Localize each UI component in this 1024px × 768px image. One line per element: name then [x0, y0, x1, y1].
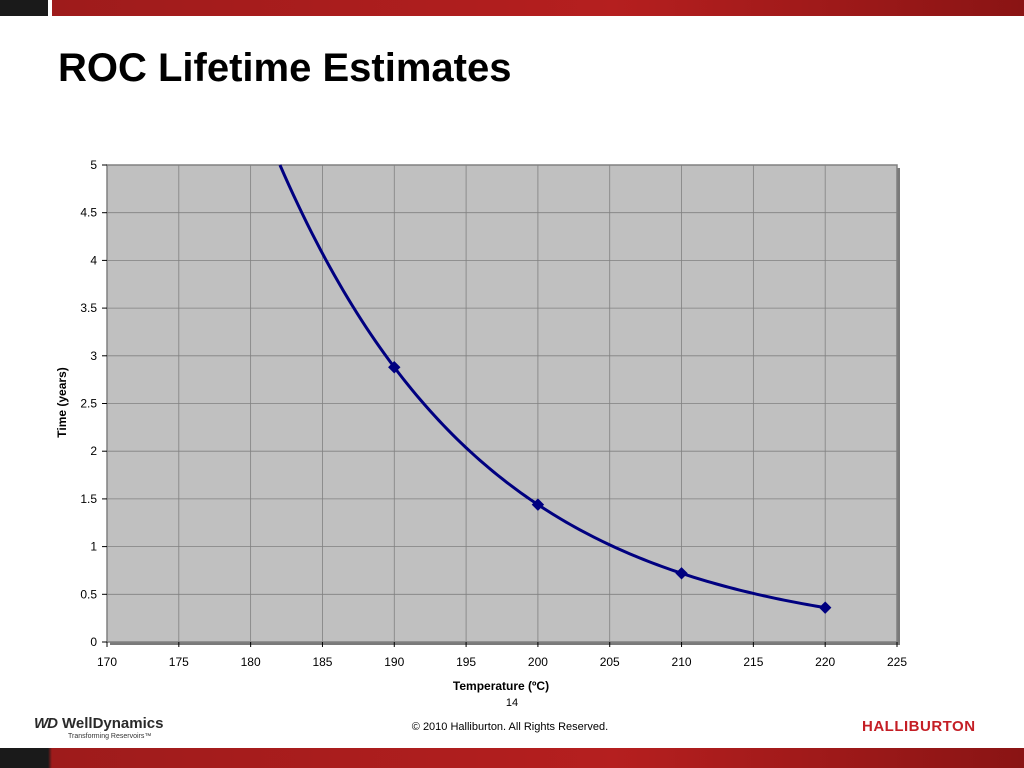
x-tick-label: 180: [241, 655, 261, 669]
welldynamics-mark-icon: WD: [34, 715, 58, 732]
welldynamics-logo: WD WellDynamics Transforming Reservoirs™: [34, 714, 204, 742]
x-tick-label: 185: [312, 655, 332, 669]
y-tick-label: 0: [90, 635, 97, 649]
x-tick-label: 225: [887, 655, 907, 669]
x-tick-label: 195: [456, 655, 476, 669]
bottom-accent-bar: [0, 748, 1024, 768]
x-tick-label: 190: [384, 655, 404, 669]
welldynamics-name: WellDynamics: [62, 715, 164, 732]
x-tick-label: 170: [97, 655, 117, 669]
x-tick-label: 220: [815, 655, 835, 669]
welldynamics-tagline: Transforming Reservoirs™: [68, 733, 152, 740]
x-tick-label: 205: [600, 655, 620, 669]
y-tick-label: 3: [90, 349, 97, 363]
data-point-marker: [675, 567, 688, 580]
y-tick-label: 4.5: [80, 206, 97, 220]
slide-title: ROC Lifetime Estimates: [58, 46, 512, 90]
y-tick-label: 1: [90, 540, 97, 554]
y-tick-label: 2.5: [80, 397, 97, 411]
copyright-notice: © 2010 Halliburton. All Rights Reserved.: [411, 721, 609, 733]
halliburton-logo: HALLIBURTON: [862, 718, 976, 735]
y-tick-label: 0.5: [80, 587, 97, 601]
page-number: 14: [505, 697, 519, 709]
data-point-marker: [531, 498, 545, 511]
y-tick-label: 4: [90, 253, 97, 267]
x-axis-title: Temperature (ºC): [453, 679, 549, 693]
x-tick-label: 175: [169, 655, 189, 669]
top-accent-bar: [0, 0, 1024, 16]
y-axis-title: Time (years): [55, 367, 69, 437]
x-tick-label: 215: [743, 655, 763, 669]
series-line: [278, 164, 826, 610]
x-tick-label: 210: [672, 655, 692, 669]
data-point-marker: [388, 361, 401, 374]
x-tick-label: 200: [528, 655, 548, 669]
y-tick-label: 1.5: [80, 492, 97, 506]
y-tick-label: 5: [90, 158, 97, 172]
y-tick-label: 2: [90, 444, 97, 458]
y-tick-label: 3.5: [80, 301, 97, 315]
data-point-marker: [818, 601, 832, 614]
